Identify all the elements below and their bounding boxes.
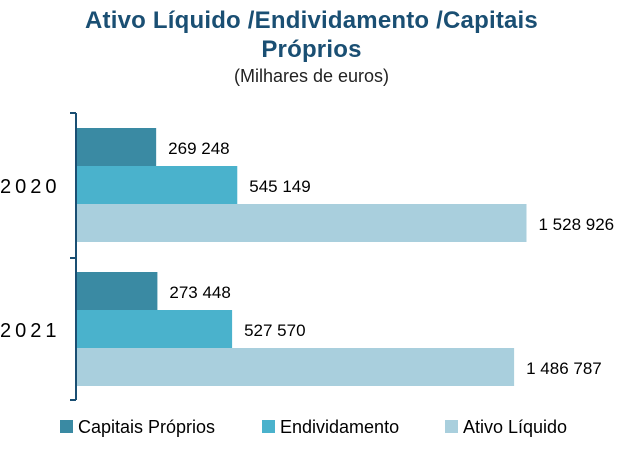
- bar-2020-capitais-pr-prios: [77, 128, 157, 166]
- bar-2020-endividamento: [77, 166, 238, 204]
- legend-swatch-2: [445, 420, 458, 433]
- chart-subtitle: (Milhares de euros): [233, 66, 390, 86]
- legend-swatch-0: [60, 420, 73, 433]
- category-label-2020: 2020: [0, 176, 61, 198]
- chart-title-line-1: Ativo Líquido /Endividamento /Capitais: [85, 7, 538, 34]
- data-label-2020-2: 1 528 926: [539, 215, 615, 234]
- bar-2021-capitais-pr-prios: [77, 272, 158, 310]
- legend-label-0: Capitais Próprios: [78, 417, 215, 437]
- data-label-2021-2: 1 486 787: [526, 359, 602, 378]
- data-label-2021-0: 273 448: [169, 283, 230, 302]
- bar-2021-endividamento: [77, 310, 233, 348]
- bar-2020-ativo-l-quido: [77, 204, 527, 242]
- legend-swatch-1: [262, 420, 275, 433]
- category-label-2021: 2021: [0, 320, 61, 342]
- data-label-2021-1: 527 570: [244, 321, 305, 340]
- data-label-2020-0: 269 248: [168, 139, 229, 158]
- bar-2021-ativo-l-quido: [77, 348, 515, 386]
- legend-label-1: Endividamento: [280, 417, 399, 437]
- legend-label-2: Ativo Líquido: [463, 417, 567, 437]
- data-label-2020-1: 545 149: [249, 177, 310, 196]
- chart-title-line-2: Próprios: [261, 36, 362, 63]
